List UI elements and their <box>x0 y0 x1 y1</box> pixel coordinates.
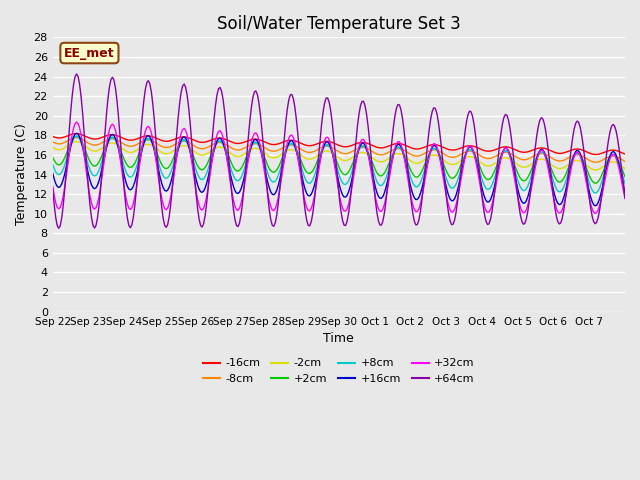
Y-axis label: Temperature (C): Temperature (C) <box>15 123 28 226</box>
Title: Soil/Water Temperature Set 3: Soil/Water Temperature Set 3 <box>217 15 461 33</box>
Text: EE_met: EE_met <box>64 47 115 60</box>
Legend: -16cm, -8cm, -2cm, +2cm, +8cm, +16cm, +32cm, +64cm: -16cm, -8cm, -2cm, +2cm, +8cm, +16cm, +3… <box>198 354 479 388</box>
X-axis label: Time: Time <box>323 332 354 345</box>
